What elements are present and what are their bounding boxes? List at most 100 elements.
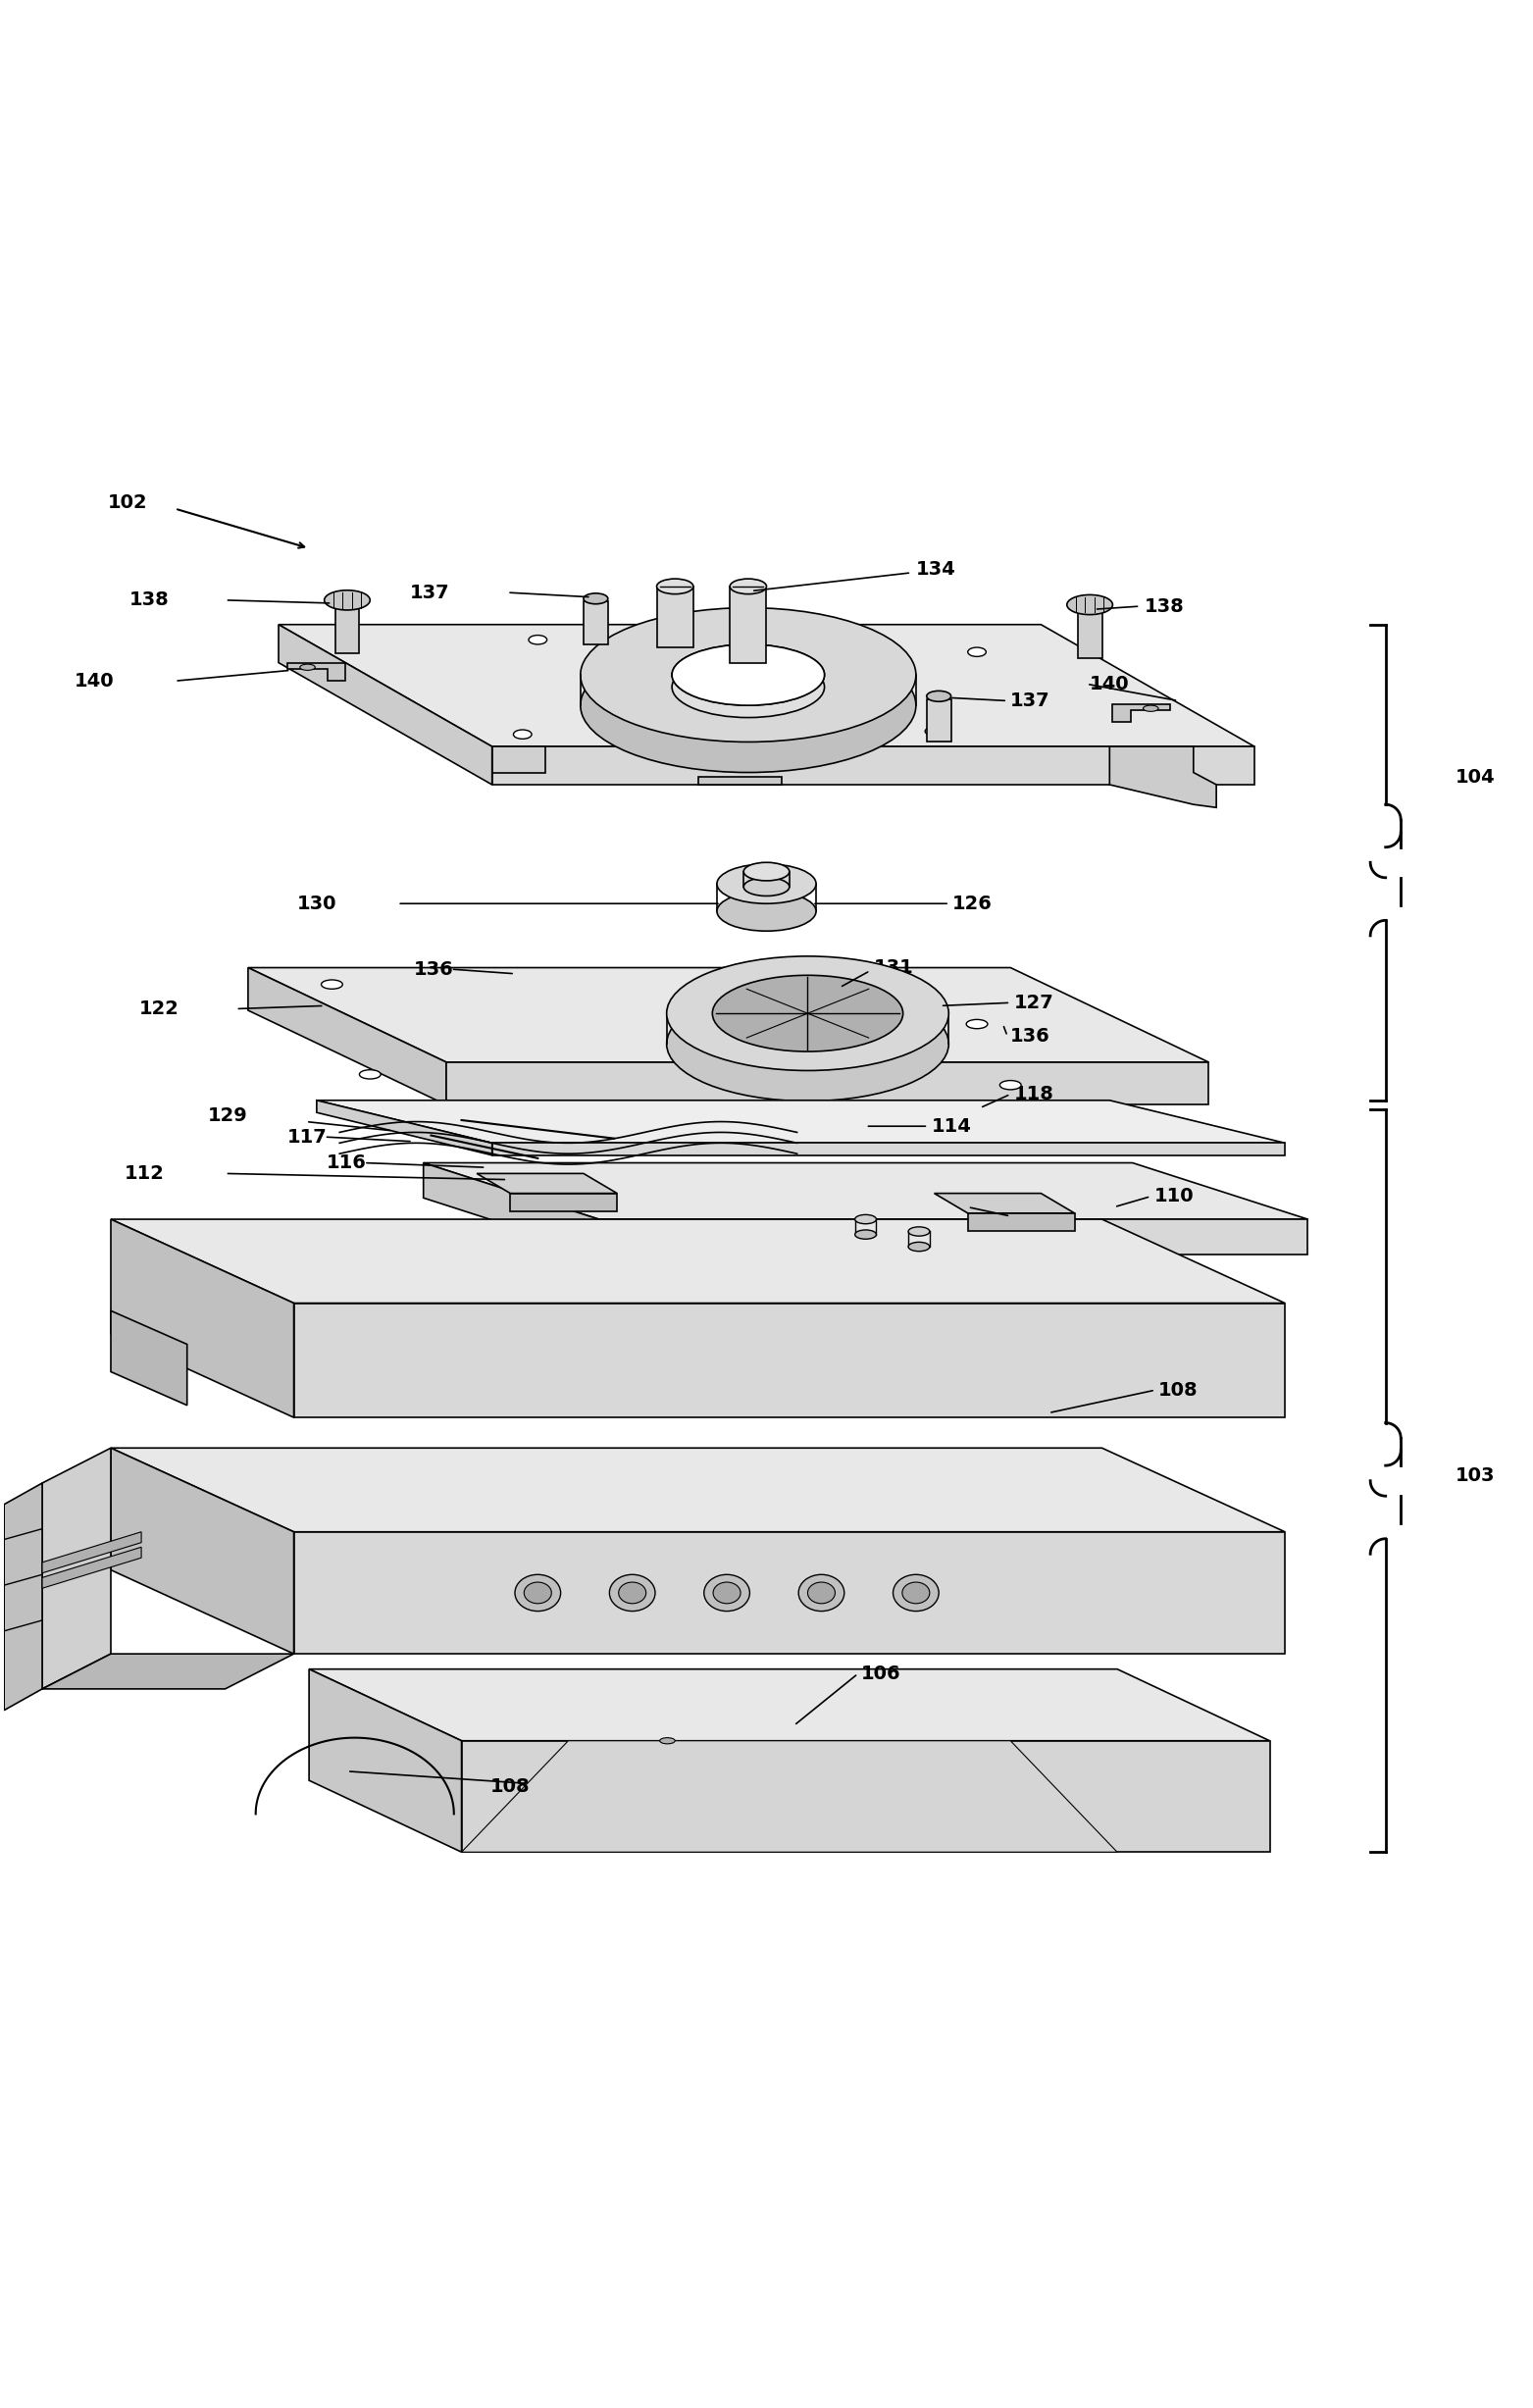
Polygon shape (492, 746, 546, 773)
Ellipse shape (529, 636, 547, 645)
FancyBboxPatch shape (730, 588, 766, 662)
Polygon shape (1110, 746, 1216, 807)
Ellipse shape (300, 665, 316, 669)
Polygon shape (43, 1654, 294, 1688)
Text: 106: 106 (862, 1664, 901, 1683)
Polygon shape (492, 1144, 1285, 1156)
Text: 114: 114 (931, 1117, 972, 1137)
Polygon shape (310, 1669, 461, 1852)
Ellipse shape (717, 891, 816, 932)
Polygon shape (110, 1447, 1285, 1531)
Ellipse shape (515, 1575, 561, 1611)
Ellipse shape (514, 730, 532, 739)
Ellipse shape (903, 1582, 929, 1604)
Ellipse shape (967, 648, 986, 657)
FancyBboxPatch shape (336, 600, 359, 653)
Ellipse shape (524, 1582, 552, 1604)
Text: 140: 140 (74, 672, 113, 691)
FancyBboxPatch shape (584, 602, 609, 645)
Polygon shape (446, 1062, 1208, 1105)
Ellipse shape (659, 1739, 675, 1743)
Text: 127: 127 (1013, 995, 1053, 1011)
Ellipse shape (581, 607, 915, 742)
FancyBboxPatch shape (656, 588, 693, 648)
Text: 131: 131 (874, 958, 914, 978)
Polygon shape (110, 1218, 294, 1418)
Polygon shape (294, 1531, 1285, 1654)
Ellipse shape (671, 645, 825, 706)
Text: 108: 108 (491, 1777, 530, 1796)
Text: 138: 138 (1145, 597, 1185, 616)
Ellipse shape (713, 1582, 740, 1604)
Polygon shape (1113, 703, 1171, 722)
Ellipse shape (730, 578, 766, 595)
Ellipse shape (808, 1582, 835, 1604)
Ellipse shape (584, 592, 609, 604)
Polygon shape (110, 1310, 187, 1406)
Ellipse shape (926, 691, 950, 701)
Ellipse shape (966, 1019, 987, 1028)
Polygon shape (698, 778, 782, 785)
Ellipse shape (581, 638, 915, 773)
Ellipse shape (704, 1575, 750, 1611)
Text: 134: 134 (915, 561, 957, 578)
Polygon shape (43, 1531, 141, 1572)
Ellipse shape (909, 1226, 929, 1235)
Text: 126: 126 (952, 893, 993, 913)
Ellipse shape (924, 727, 943, 737)
Ellipse shape (855, 1214, 877, 1223)
Text: 129: 129 (208, 1105, 248, 1125)
Ellipse shape (671, 645, 825, 706)
Ellipse shape (894, 1575, 938, 1611)
Ellipse shape (667, 956, 949, 1072)
Ellipse shape (717, 864, 816, 903)
Ellipse shape (671, 657, 825, 718)
Polygon shape (279, 624, 492, 785)
Ellipse shape (610, 1575, 655, 1611)
Text: 112: 112 (1013, 1206, 1053, 1226)
Text: 104: 104 (1456, 768, 1496, 787)
Text: 112: 112 (124, 1163, 164, 1182)
Text: 122: 122 (140, 999, 179, 1019)
Polygon shape (423, 1163, 599, 1255)
Text: 116: 116 (327, 1153, 366, 1173)
Text: 140: 140 (1090, 674, 1130, 694)
Polygon shape (461, 1741, 1269, 1852)
Polygon shape (967, 1214, 1075, 1230)
Polygon shape (110, 1447, 294, 1654)
Ellipse shape (909, 1243, 929, 1252)
Polygon shape (477, 1173, 618, 1194)
Polygon shape (492, 746, 1254, 785)
Ellipse shape (744, 862, 789, 881)
Ellipse shape (1067, 595, 1113, 614)
Polygon shape (248, 968, 1208, 1062)
Text: 108: 108 (1159, 1380, 1199, 1399)
Ellipse shape (656, 578, 693, 595)
Ellipse shape (855, 1230, 877, 1240)
FancyBboxPatch shape (926, 698, 950, 742)
Text: 130: 130 (297, 893, 337, 913)
Ellipse shape (1144, 706, 1159, 710)
Ellipse shape (325, 590, 369, 609)
Text: 137: 137 (1010, 691, 1050, 710)
FancyBboxPatch shape (1078, 604, 1102, 657)
Polygon shape (317, 1100, 492, 1156)
Polygon shape (279, 624, 1254, 746)
Polygon shape (461, 1741, 1118, 1852)
Text: 118: 118 (1013, 1086, 1053, 1103)
Ellipse shape (744, 877, 789, 896)
Polygon shape (43, 1447, 110, 1688)
Polygon shape (510, 1194, 618, 1211)
Ellipse shape (667, 987, 949, 1100)
Text: 138: 138 (129, 590, 169, 609)
Text: 110: 110 (1154, 1187, 1194, 1206)
Polygon shape (248, 968, 446, 1105)
Text: 103: 103 (1456, 1466, 1496, 1486)
Polygon shape (317, 1100, 1285, 1144)
Text: 117: 117 (287, 1127, 328, 1146)
Ellipse shape (359, 1069, 380, 1079)
Text: 102: 102 (107, 494, 147, 513)
Polygon shape (43, 1546, 141, 1589)
Ellipse shape (322, 980, 342, 990)
Text: 136: 136 (414, 961, 454, 978)
